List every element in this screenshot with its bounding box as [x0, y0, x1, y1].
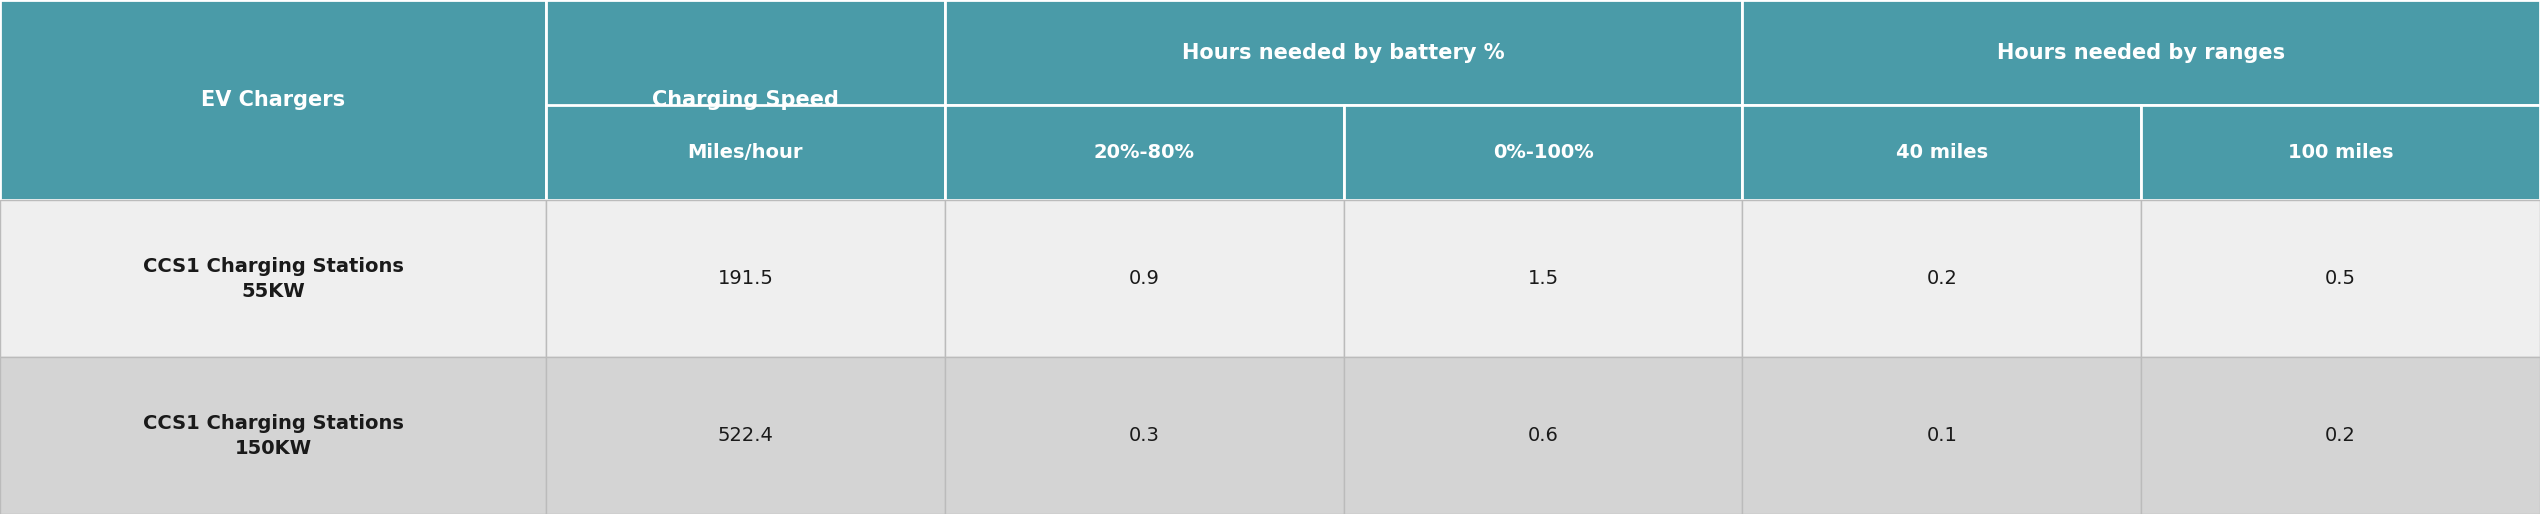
Bar	[1742, 200, 2141, 357]
Text: 100 miles: 100 miles	[2289, 143, 2393, 162]
Bar	[945, 200, 1344, 357]
Bar	[0, 357, 546, 514]
Bar	[2141, 200, 2540, 357]
Text: 0.9: 0.9	[1128, 269, 1161, 288]
Text: 1.5: 1.5	[1527, 269, 1560, 288]
Bar	[546, 105, 945, 200]
Bar	[1742, 357, 2141, 514]
Bar	[0, 200, 546, 357]
Text: Hours needed by battery %: Hours needed by battery %	[1181, 43, 1506, 63]
Text: 0.3: 0.3	[1128, 426, 1161, 445]
Bar	[945, 105, 1344, 200]
Text: Charging Speed: Charging Speed	[653, 90, 838, 110]
Text: 0.2: 0.2	[2324, 426, 2357, 445]
Bar	[0, 0, 546, 200]
Bar	[1742, 0, 2540, 105]
Text: EV Chargers: EV Chargers	[201, 90, 345, 110]
Text: 0.1: 0.1	[1925, 426, 1958, 445]
Bar	[1344, 200, 1742, 357]
Text: 0.5: 0.5	[2324, 269, 2357, 288]
Text: Hours needed by ranges: Hours needed by ranges	[1996, 43, 2286, 63]
Bar	[2141, 357, 2540, 514]
Text: 0.2: 0.2	[1925, 269, 1958, 288]
Bar	[546, 200, 945, 357]
Bar	[1344, 357, 1742, 514]
Bar	[546, 0, 945, 200]
Bar	[945, 357, 1344, 514]
Text: 40 miles: 40 miles	[1895, 143, 1989, 162]
Bar	[2141, 105, 2540, 200]
Text: 0.6: 0.6	[1527, 426, 1560, 445]
Bar	[945, 0, 1742, 105]
Bar	[1742, 105, 2141, 200]
Text: CCS1 Charging Stations
150KW: CCS1 Charging Stations 150KW	[142, 414, 404, 457]
Text: 522.4: 522.4	[719, 426, 772, 445]
Bar	[1344, 105, 1742, 200]
Text: 20%-80%: 20%-80%	[1095, 143, 1194, 162]
Text: Miles/hour: Miles/hour	[688, 143, 803, 162]
Text: CCS1 Charging Stations
55KW: CCS1 Charging Stations 55KW	[142, 257, 404, 301]
Bar	[546, 357, 945, 514]
Text: 191.5: 191.5	[719, 269, 772, 288]
Text: 0%-100%: 0%-100%	[1494, 143, 1593, 162]
